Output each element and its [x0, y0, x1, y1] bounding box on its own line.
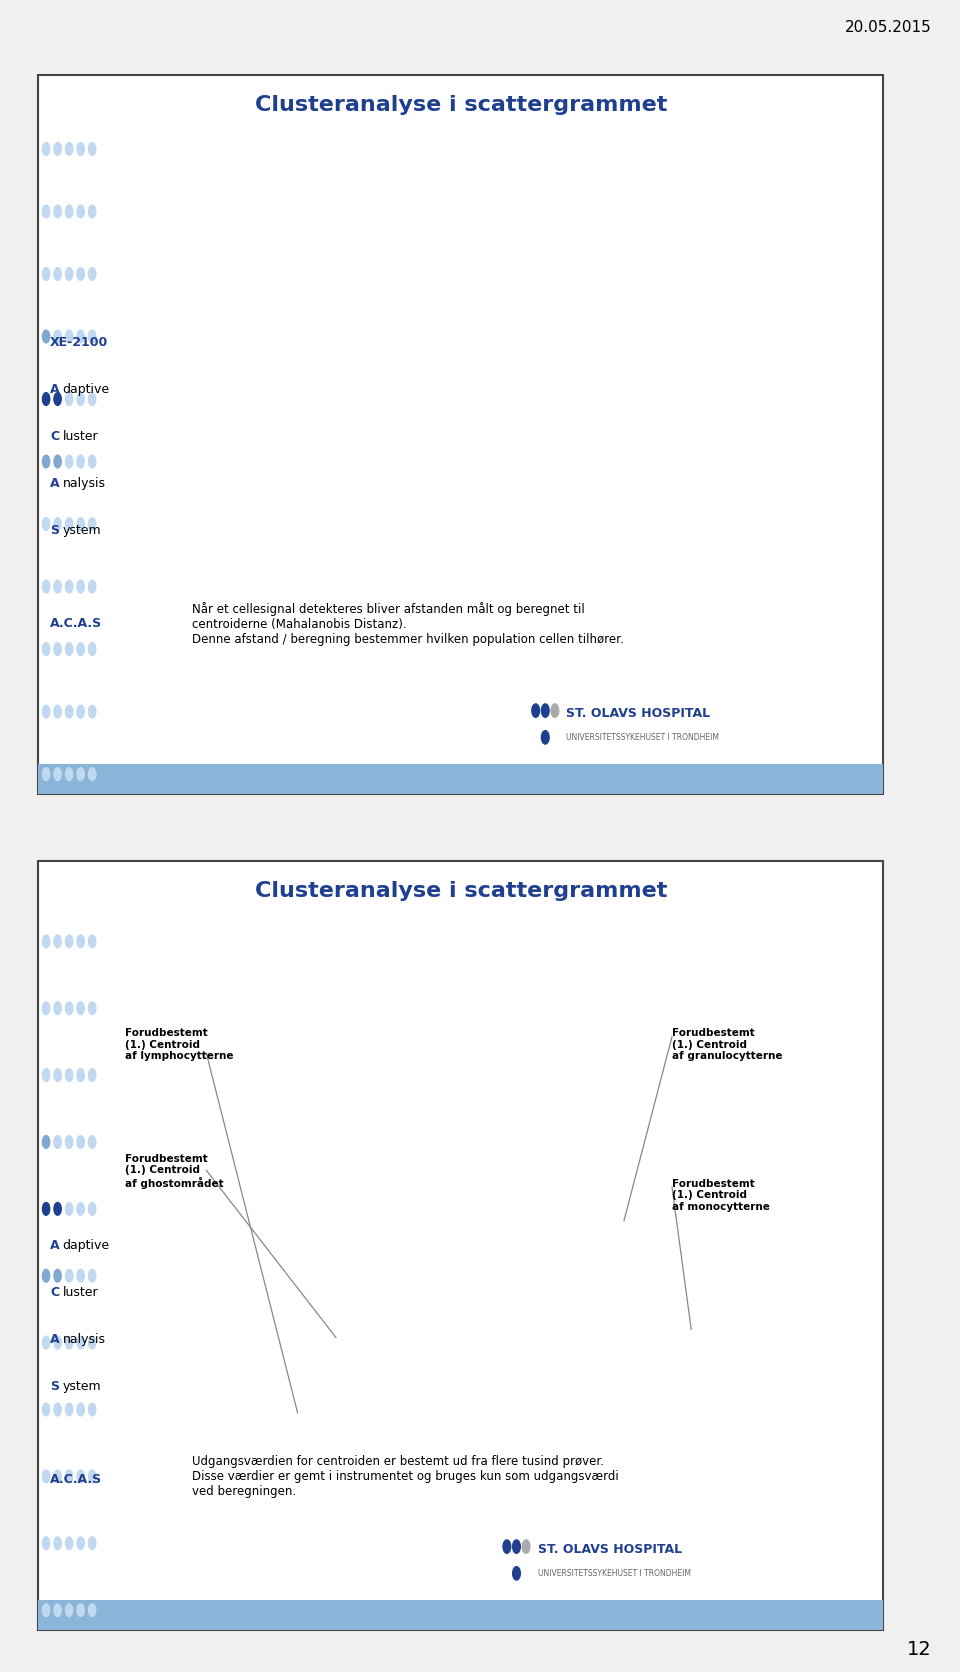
Text: Forudbestemt
(1.) Centroid
af granulocytterne: Forudbestemt (1.) Centroid af granulocyt…	[672, 1028, 782, 1062]
Text: daptive: daptive	[62, 1239, 109, 1252]
Text: S: S	[50, 1379, 59, 1393]
Text: A: A	[50, 1239, 60, 1252]
Text: daptive: daptive	[62, 383, 109, 396]
Text: UNIVERSITETSSYKEHUSET I TRONDHEIM: UNIVERSITETSSYKEHUSET I TRONDHEIM	[538, 1568, 690, 1578]
Text: Y: Y	[225, 187, 236, 204]
Text: nalysis: nalysis	[62, 1333, 106, 1346]
Text: A: A	[50, 477, 60, 490]
Text: C: C	[50, 430, 60, 443]
Text: Når et cellesignal detekteres bliver afstanden målt og beregnet til
centroiderne: Når et cellesignal detekteres bliver afs…	[192, 602, 624, 645]
Text: Forudbestemt
(1.) Centroid
af ghostområdet: Forudbestemt (1.) Centroid af ghostområd…	[125, 1154, 224, 1189]
Text: 1. cellesignal: 1. cellesignal	[481, 391, 664, 435]
Ellipse shape	[309, 410, 360, 468]
Text: Mahalanobis
Distanz: Mahalanobis Distanz	[367, 244, 437, 266]
Text: nalysis: nalysis	[62, 477, 106, 490]
Text: X: X	[809, 629, 823, 647]
Text: UNIVERSITETSSYKEHUSET I TRONDHEIM: UNIVERSITETSSYKEHUSET I TRONDHEIM	[566, 732, 719, 742]
Text: Clusteranalyse i scattergrammet: Clusteranalyse i scattergrammet	[254, 881, 667, 901]
Text: Clusteranalyse i scattergrammet: Clusteranalyse i scattergrammet	[254, 95, 667, 115]
Text: Y: Y	[260, 975, 273, 993]
Text: A.C.A.S: A.C.A.S	[50, 617, 102, 630]
Text: ST. OLAVS HOSPITAL: ST. OLAVS HOSPITAL	[538, 1543, 682, 1557]
Text: 20.05.2015: 20.05.2015	[845, 20, 931, 35]
Text: ystem: ystem	[62, 523, 101, 537]
Text: Forudbestemt
(1.) Centroid
af monocytterne: Forudbestemt (1.) Centroid af monocytter…	[672, 1179, 770, 1212]
Ellipse shape	[443, 1067, 594, 1179]
Ellipse shape	[529, 1209, 638, 1281]
Ellipse shape	[308, 1324, 373, 1374]
Text: XE-2100: XE-2100	[50, 336, 108, 349]
Text: A.C.A.S: A.C.A.S	[50, 1473, 102, 1486]
Ellipse shape	[365, 1209, 464, 1281]
Text: luster: luster	[62, 430, 98, 443]
Text: 12: 12	[906, 1640, 931, 1659]
Text: luster: luster	[62, 1286, 98, 1299]
Text: S: S	[50, 523, 59, 537]
Text: X: X	[768, 1456, 781, 1475]
Text: Udgangsværdien for centroiden er bestemt ud fra flere tusind prøver.
Disse værdi: Udgangsværdien for centroiden er bestemt…	[192, 1455, 619, 1498]
Ellipse shape	[572, 344, 630, 408]
Text: ST. OLAVS HOSPITAL: ST. OLAVS HOSPITAL	[566, 707, 710, 721]
Ellipse shape	[499, 237, 563, 311]
Ellipse shape	[395, 339, 452, 403]
Text: ystem: ystem	[62, 1379, 101, 1393]
Text: C: C	[50, 1286, 60, 1299]
Text: Forudbestemt
(1.) Centroid
af lymphocytterne: Forudbestemt (1.) Centroid af lymphocytt…	[125, 1028, 233, 1062]
Text: A: A	[50, 1333, 60, 1346]
Text: A: A	[50, 383, 60, 396]
